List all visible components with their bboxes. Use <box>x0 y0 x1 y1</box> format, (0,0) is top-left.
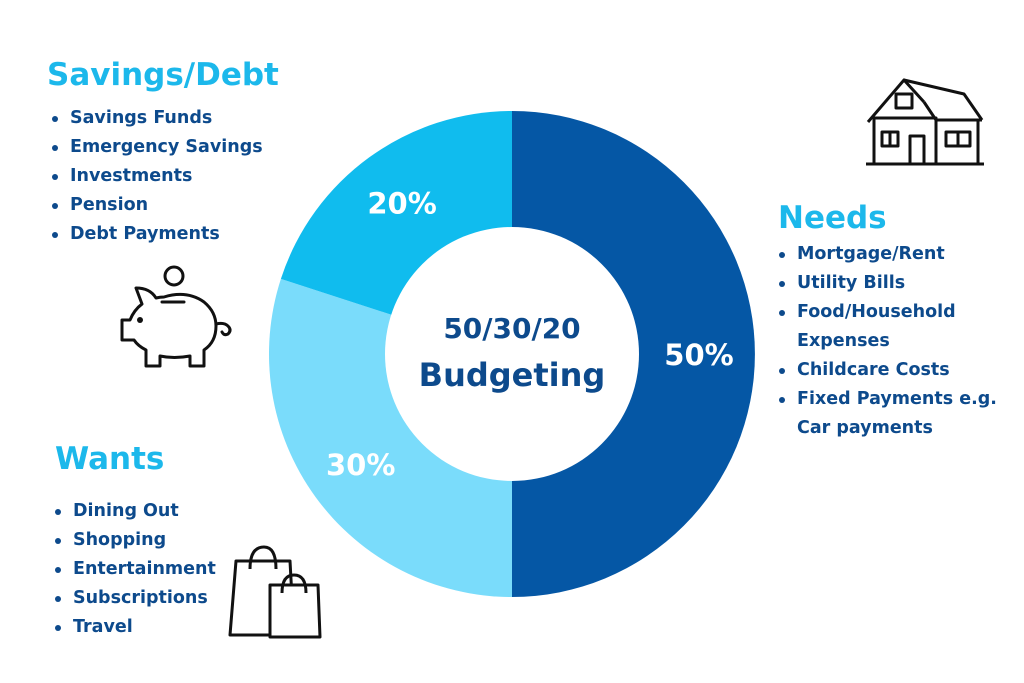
needs-list: Mortgage/Rent Utility Bills Food/Househo… <box>777 240 997 443</box>
list-item: Debt Payments <box>50 220 263 249</box>
list-item: Shopping <box>53 526 216 555</box>
list-item: Savings Funds <box>50 104 263 133</box>
shopping-bags-icon <box>228 545 322 639</box>
list-item: Pension <box>50 191 263 220</box>
center-label-line-2: Budgeting <box>419 356 606 394</box>
list-item: Fixed Payments e.g. <box>777 385 997 414</box>
slice-label-wants: 30% <box>326 448 395 482</box>
list-item: Travel <box>53 613 216 642</box>
savings-debt-list: Savings Funds Emergency Savings Investme… <box>50 104 263 249</box>
needs-title: Needs <box>778 200 887 236</box>
list-item: Dining Out <box>53 497 216 526</box>
list-item: Investments <box>50 162 263 191</box>
list-item: Entertainment <box>53 555 216 584</box>
wants-title: Wants <box>55 441 165 477</box>
list-item: Utility Bills <box>777 269 997 298</box>
donut-hole <box>385 227 639 481</box>
list-item: Food/Household <box>777 298 997 327</box>
list-item: Car payments <box>797 418 933 438</box>
center-label-line-1: 50/30/20 <box>443 312 580 345</box>
list-item: Emergency Savings <box>50 133 263 162</box>
piggy-bank-icon <box>120 265 232 368</box>
list-item: Expenses <box>797 331 890 351</box>
wants-list: Dining Out Shopping Entertainment Subscr… <box>53 497 216 642</box>
savings-debt-title: Savings/Debt <box>47 57 279 93</box>
list-item: Subscriptions <box>53 584 216 613</box>
house-icon <box>866 78 984 166</box>
slice-label-needs: 50% <box>664 338 733 372</box>
list-item: Childcare Costs <box>777 356 997 385</box>
list-item: Mortgage/Rent <box>777 240 997 269</box>
slice-label-savings-debt: 20% <box>367 187 436 221</box>
